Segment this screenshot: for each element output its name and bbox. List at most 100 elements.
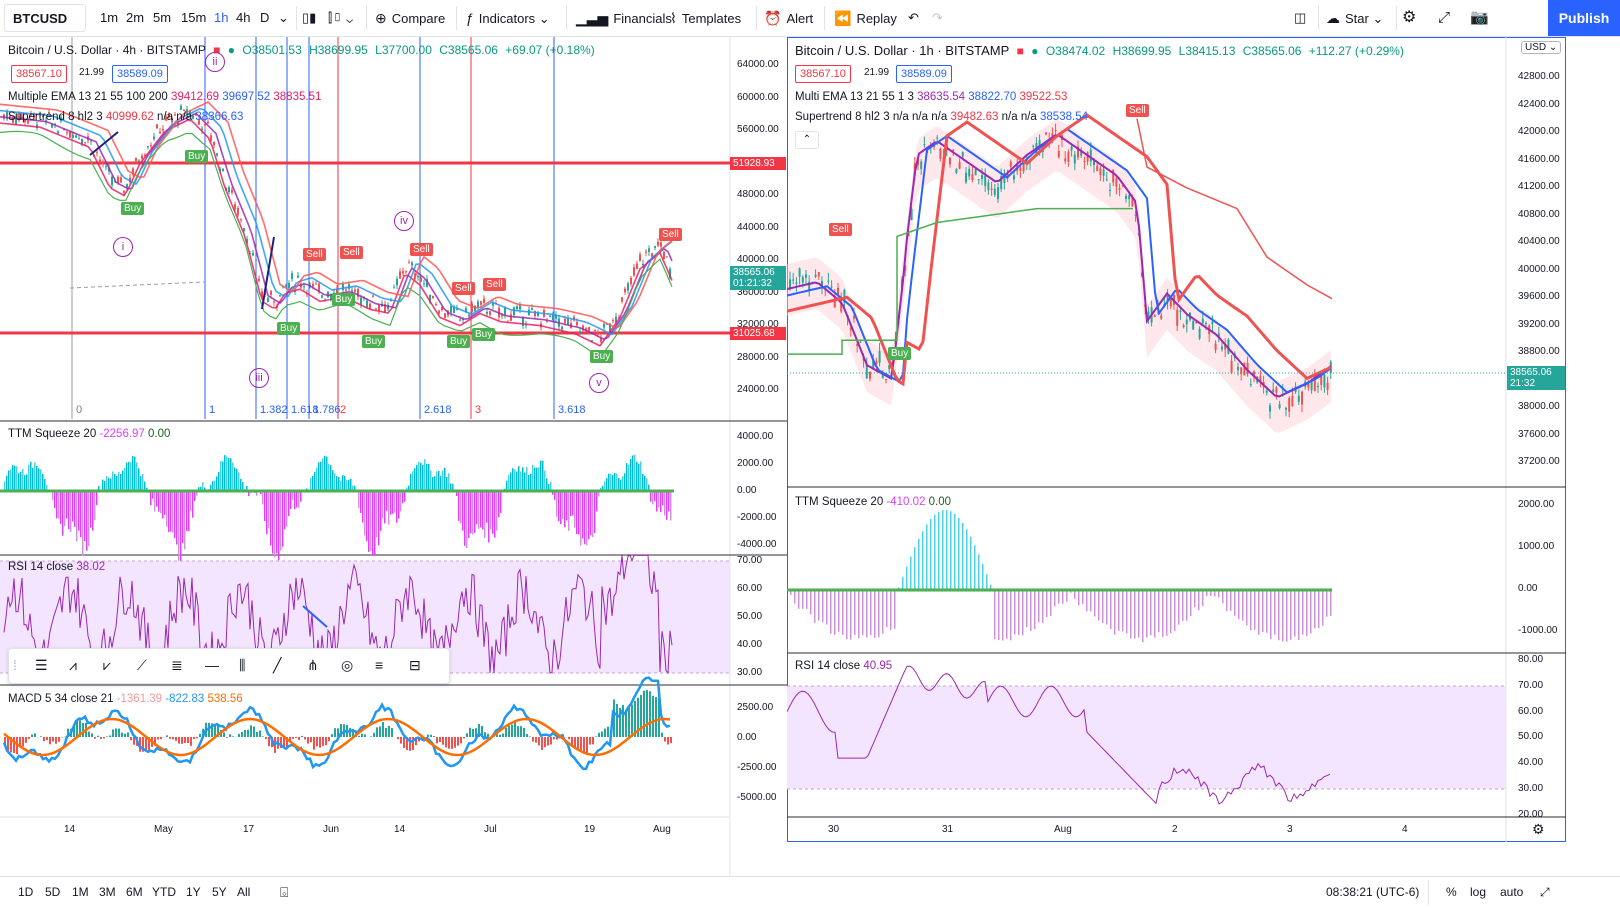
bar-style-icon[interactable]: ▯▮	[302, 0, 316, 36]
horizontal-line-icon[interactable]: —	[205, 657, 219, 673]
settings-gear-icon[interactable]: ⚙	[1532, 821, 1545, 838]
interval-4h[interactable]: 4h	[236, 0, 250, 36]
interval-d[interactable]: D	[260, 0, 269, 36]
ttm-bar	[586, 491, 588, 545]
macd-hist-bar	[184, 737, 186, 743]
candle-style-icon[interactable]: ⫿▯ ⌄	[328, 0, 353, 36]
right-chart-panel[interactable]	[787, 37, 1566, 842]
auto-toggle[interactable]: auto	[1500, 877, 1523, 908]
clock-time[interactable]: 08:38:21 (UTC-6)	[1326, 877, 1419, 908]
vertical-lines-icon[interactable]: ⫼	[239, 657, 245, 674]
axis-tick-label: 0.00	[737, 485, 756, 496]
candle-body	[1019, 168, 1021, 171]
date-range-icon[interactable]: ⌺	[280, 877, 288, 908]
price-range-icon[interactable]: ⊟	[409, 657, 421, 674]
drag-handle-icon[interactable]: ⁞	[13, 657, 17, 673]
publish-button[interactable]: Publish	[1548, 0, 1620, 36]
replay-button[interactable]: ⏪Replay	[834, 0, 897, 36]
ttm-bar	[1234, 590, 1236, 616]
candle-body	[267, 298, 269, 302]
camera-icon[interactable]: 📷	[1470, 0, 1489, 36]
ray-tool-icon[interactable]: ╱	[273, 657, 281, 674]
range-button-5y[interactable]: 5Y	[212, 877, 227, 908]
trendline-tool-icon[interactable]: ⟋	[137, 657, 147, 674]
left-rsi-legend[interactable]: RSI 14 close 38.02	[8, 561, 105, 573]
undo-icon[interactable]: ↶	[908, 0, 919, 36]
ttm-bar	[562, 491, 564, 519]
ttm-bar	[1294, 590, 1296, 637]
right-rsi-legend[interactable]: RSI 14 close 40.95	[795, 660, 892, 672]
left-ttm-legend[interactable]: TTM Squeeze 20 -2256.97 0.00	[8, 428, 170, 440]
fullscreen-icon[interactable]: ⤢	[1438, 0, 1450, 36]
axis-tick-label: 48000.00	[737, 189, 779, 200]
ttm-bar	[534, 468, 536, 491]
ttm-bar	[906, 567, 908, 590]
right-bid-button[interactable]: 38567.10	[795, 65, 851, 83]
range-button-1d[interactable]: 1D	[18, 877, 33, 908]
interval-1m[interactable]: 1m	[100, 0, 118, 36]
chevron-down-icon[interactable]: ⌄	[278, 0, 289, 36]
ttm-bar	[300, 491, 302, 502]
ttm-bar	[154, 491, 156, 512]
range-button-5d[interactable]: 5D	[45, 877, 60, 908]
left-ask-button[interactable]: 38589.09	[112, 65, 168, 83]
right-ask-button[interactable]: 38589.09	[896, 65, 952, 83]
interval-5m[interactable]: 5m	[153, 0, 171, 36]
ttm-bar	[444, 468, 446, 491]
ttm-bar	[376, 491, 378, 537]
interval-1h[interactable]: 1h	[214, 0, 228, 36]
ttm-bar	[656, 491, 658, 512]
range-button-all[interactable]: All	[237, 877, 250, 908]
pitchfork-icon[interactable]: ⋔	[307, 657, 319, 674]
axis-tick-label: 60.00	[1518, 706, 1543, 717]
fib-tool-icon[interactable]: ≣	[171, 657, 183, 674]
parallel-channel-icon[interactable]: ≡	[375, 657, 383, 673]
range-button-6m[interactable]: 6M	[126, 877, 143, 908]
left-macd-legend[interactable]: MACD 5 34 close 21 -1361.39 -822.83 538.…	[8, 693, 243, 705]
elliott-tool-icon[interactable]: ⩗	[103, 657, 111, 674]
interval-2m[interactable]: 2m	[126, 0, 144, 36]
lines-tool-icon[interactable]: ☰	[35, 657, 48, 674]
right-ema-legend[interactable]: Multi EMA 13 21 55 1 3 38635.54 38822.70…	[795, 91, 1067, 103]
collapse-legend-icon[interactable]: ⌃	[795, 131, 819, 149]
star-button[interactable]: ☁Star ⌄	[1326, 0, 1383, 36]
percent-toggle[interactable]: %	[1446, 877, 1457, 908]
gear-icon[interactable]: ⚙	[1402, 0, 1416, 36]
candle-body	[78, 138, 80, 139]
interval-15m[interactable]: 15m	[181, 0, 206, 36]
macd-hist-bar	[604, 729, 606, 737]
ttm-bar	[950, 511, 952, 590]
ttm-bar	[1086, 590, 1088, 611]
candle-body	[1109, 190, 1111, 191]
alert-button[interactable]: ⏰Alert	[764, 0, 813, 36]
financials-button[interactable]: ▁▃▅Financials	[576, 0, 672, 36]
left-bid-button[interactable]: 38567.10	[11, 65, 67, 83]
templates-button[interactable]: ⌇Templates	[670, 0, 741, 36]
right-ttm-legend[interactable]: TTM Squeeze 20 -410.02 0.00	[795, 496, 951, 508]
left-chart-panel[interactable]	[0, 37, 787, 876]
macd-hist-bar	[94, 737, 96, 739]
log-toggle[interactable]: log	[1470, 877, 1486, 908]
symbol-search[interactable]: BTCUSD	[4, 4, 86, 32]
candle-body	[240, 219, 242, 220]
range-button-ytd[interactable]: YTD	[152, 877, 176, 908]
currency-selector[interactable]: USD ⌄	[1521, 41, 1561, 54]
ttm-bar	[580, 491, 582, 545]
right-supertrend-legend[interactable]: Supertrend 8 hl2 3 n/a n/a n/a 39482.63 …	[795, 111, 1088, 123]
gann-tool-icon[interactable]: ◎	[341, 657, 353, 674]
ttm-bar	[428, 464, 430, 491]
time-tick-label: Jul	[484, 824, 497, 835]
pattern-tool-icon[interactable]: ⩘	[69, 657, 77, 674]
wave-label: iii	[249, 368, 269, 388]
range-button-3m[interactable]: 3M	[99, 877, 116, 908]
left-ema-legend[interactable]: Multiple EMA 13 21 55 100 200 39412.69 3…	[8, 91, 321, 103]
layout-icon[interactable]: ◫	[1294, 0, 1306, 36]
compare-button[interactable]: ⊕Compare	[375, 0, 445, 36]
left-supertrend-legend[interactable]: Supertrend 8 hl2 3 40999.62 n/a n/a 3836…	[8, 111, 243, 123]
range-button-1y[interactable]: 1Y	[186, 877, 201, 908]
fullscreen-toggle-icon[interactable]: ⤢	[1540, 877, 1550, 908]
redo-icon[interactable]: ↷	[932, 0, 943, 36]
range-button-1m[interactable]: 1M	[72, 877, 89, 908]
ttm-bar	[464, 491, 466, 546]
